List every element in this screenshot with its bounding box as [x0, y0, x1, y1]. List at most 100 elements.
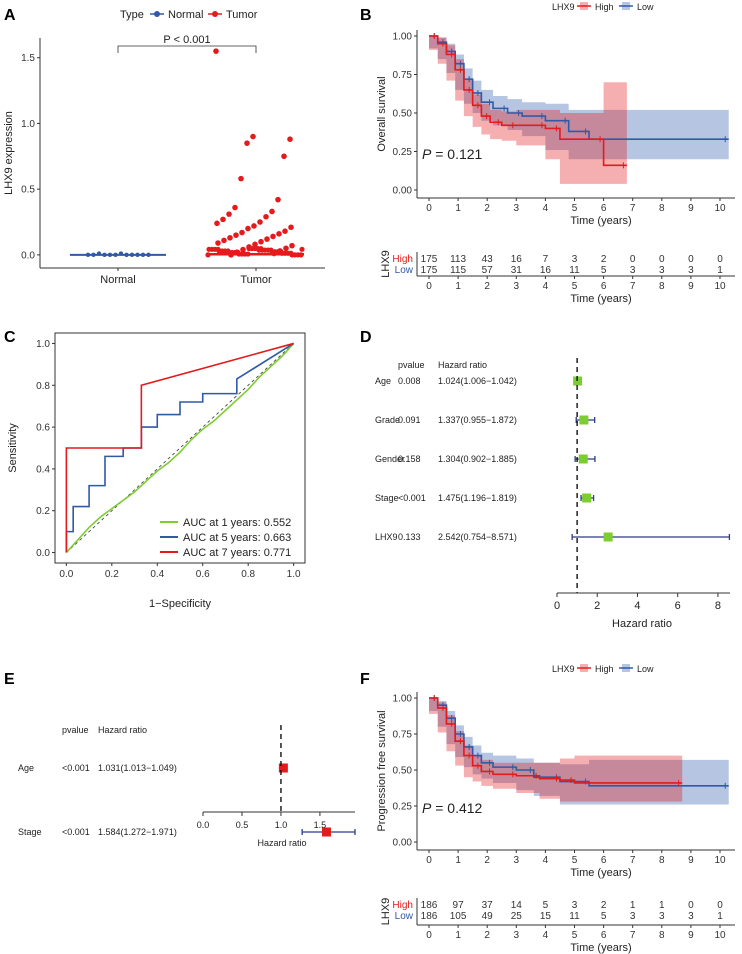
risk-x-tick-label: 1 — [455, 930, 461, 941]
risk-value: 0 — [659, 254, 665, 265]
tumor-point — [256, 247, 262, 253]
y-tick-label: 0.0 — [21, 250, 35, 261]
y-tick-label: 1.0 — [21, 119, 35, 130]
row-hazard-ratio: 1.031(1.013−1.049) — [98, 763, 177, 773]
hr-point — [603, 532, 613, 542]
risk-x-tick-label: 2 — [484, 930, 490, 941]
risk-value: 113 — [450, 254, 466, 265]
risk-value: 31 — [511, 265, 523, 276]
tumor-point — [238, 175, 244, 182]
x-tick-label: 0.0 — [197, 820, 210, 830]
x-tick-label: 9 — [688, 855, 694, 866]
y-tick-label: 0.0 — [36, 548, 50, 559]
y-tick-label: 1.0 — [36, 339, 50, 350]
tumor-point — [240, 246, 246, 253]
x-axis-label: Time (years) — [570, 215, 631, 227]
normal-point — [102, 252, 107, 258]
tumor-point — [232, 204, 238, 211]
survival-curve-high — [429, 35, 627, 167]
panel-letter-a: A — [4, 7, 16, 24]
row-pvalue: 0.008 — [398, 376, 421, 386]
x-tick-label: 10 — [714, 855, 726, 866]
risk-value: 1 — [717, 265, 723, 276]
normal-point — [91, 252, 96, 258]
legend-label-1: AUC at 1 years: 0.552 — [183, 517, 291, 529]
y-axis-label: Overall survival — [376, 76, 388, 151]
risk-value: 14 — [511, 900, 523, 911]
tumor-point — [227, 234, 233, 241]
normal-point — [85, 252, 91, 258]
risk-value: 49 — [482, 911, 494, 922]
roc-curve-3 — [65, 342, 294, 553]
risk-value: 3 — [572, 254, 578, 265]
risk-value: 175 — [421, 265, 438, 276]
x-tick-label: 0.5 — [236, 820, 249, 830]
legend-tumor-label: Tumor — [226, 9, 258, 21]
risk-value: 37 — [482, 900, 494, 911]
tumor-point — [213, 48, 219, 54]
x-tick-label: 7 — [630, 203, 636, 214]
x-tick-label: 9 — [688, 203, 694, 214]
risk-value: 16 — [511, 254, 523, 265]
plot-frame — [54, 332, 306, 564]
x-tick-label: 8 — [659, 855, 665, 866]
header-hazard-ratio: Hazard ratio — [438, 360, 487, 370]
tumor-point — [276, 231, 282, 237]
risk-value: 186 — [421, 911, 438, 922]
x-tick-label: 2 — [484, 855, 490, 866]
row-hazard-ratio: 1.475(1.196−1.819) — [438, 493, 517, 503]
legend-normal-label: Normal — [168, 9, 203, 21]
y-tick-label: 0.50 — [393, 766, 413, 777]
x-tick-label: 0.0 — [59, 569, 73, 580]
risk-value: 43 — [482, 254, 494, 265]
x-tick-label: 4 — [543, 203, 549, 214]
risk-x-tick-label: 10 — [714, 930, 726, 941]
row-pvalue: <0.001 — [398, 493, 426, 503]
x-tick-label: 3 — [514, 855, 520, 866]
legend-high-label: High — [595, 2, 614, 12]
normal-point — [96, 251, 102, 256]
risk-x-tick-label: 0 — [426, 930, 432, 941]
x-axis-label: Hazard ratio — [257, 838, 306, 848]
risk-value: 15 — [540, 911, 552, 922]
risk-value: 11 — [569, 265, 580, 276]
tumor-point — [250, 133, 256, 140]
risk-value: 0 — [630, 254, 636, 265]
tumor-point — [283, 245, 289, 252]
legend-title: LHX9 — [552, 2, 575, 12]
risk-x-tick-label: 4 — [543, 281, 549, 292]
pvalue-label: P = 0.412 — [422, 800, 483, 816]
tumor-point — [239, 229, 245, 236]
x-tick-label: 0.6 — [196, 569, 210, 580]
risk-value: 7 — [543, 254, 549, 265]
normal-point — [146, 252, 151, 258]
y-tick-label: 0.25 — [393, 802, 413, 813]
risk-value: 115 — [450, 265, 466, 276]
panel-letter-c: C — [4, 329, 16, 346]
risk-x-tick-label: 0 — [426, 281, 432, 292]
risk-x-tick-label: 6 — [601, 930, 607, 941]
y-tick-label: 0.5 — [21, 185, 35, 196]
row-label: Gender — [375, 454, 405, 464]
x-tick-label: Tumor — [240, 274, 272, 286]
pvalue-value: = 0.412 — [431, 800, 482, 816]
panel-a: A Type Normal Tumor 0.0 0.5 1.0 1.5 LHX9 express… — [3, 7, 325, 286]
y-tick-label: 1.5 — [21, 53, 35, 64]
normal-point — [107, 252, 113, 258]
risk-x-tick-label: 2 — [484, 281, 490, 292]
ci-band-low — [429, 698, 729, 805]
tumor-point — [270, 233, 276, 240]
row-hazard-ratio: 1.337(0.955−1.872) — [438, 415, 517, 425]
risk-x-tick-label: 1 — [455, 281, 461, 292]
risk-x-tick-label: 4 — [543, 930, 549, 941]
risk-value: 97 — [453, 900, 465, 911]
risk-value: 3 — [630, 911, 636, 922]
risk-x-tick-label: 3 — [514, 930, 520, 941]
legend-label-3: AUC at 7 years: 0.771 — [183, 547, 291, 559]
hr-point — [321, 827, 331, 837]
legend-high-label: High — [595, 664, 614, 674]
pvalue-label: P = 0.121 — [422, 146, 483, 162]
x-tick-label: 1 — [455, 855, 461, 866]
